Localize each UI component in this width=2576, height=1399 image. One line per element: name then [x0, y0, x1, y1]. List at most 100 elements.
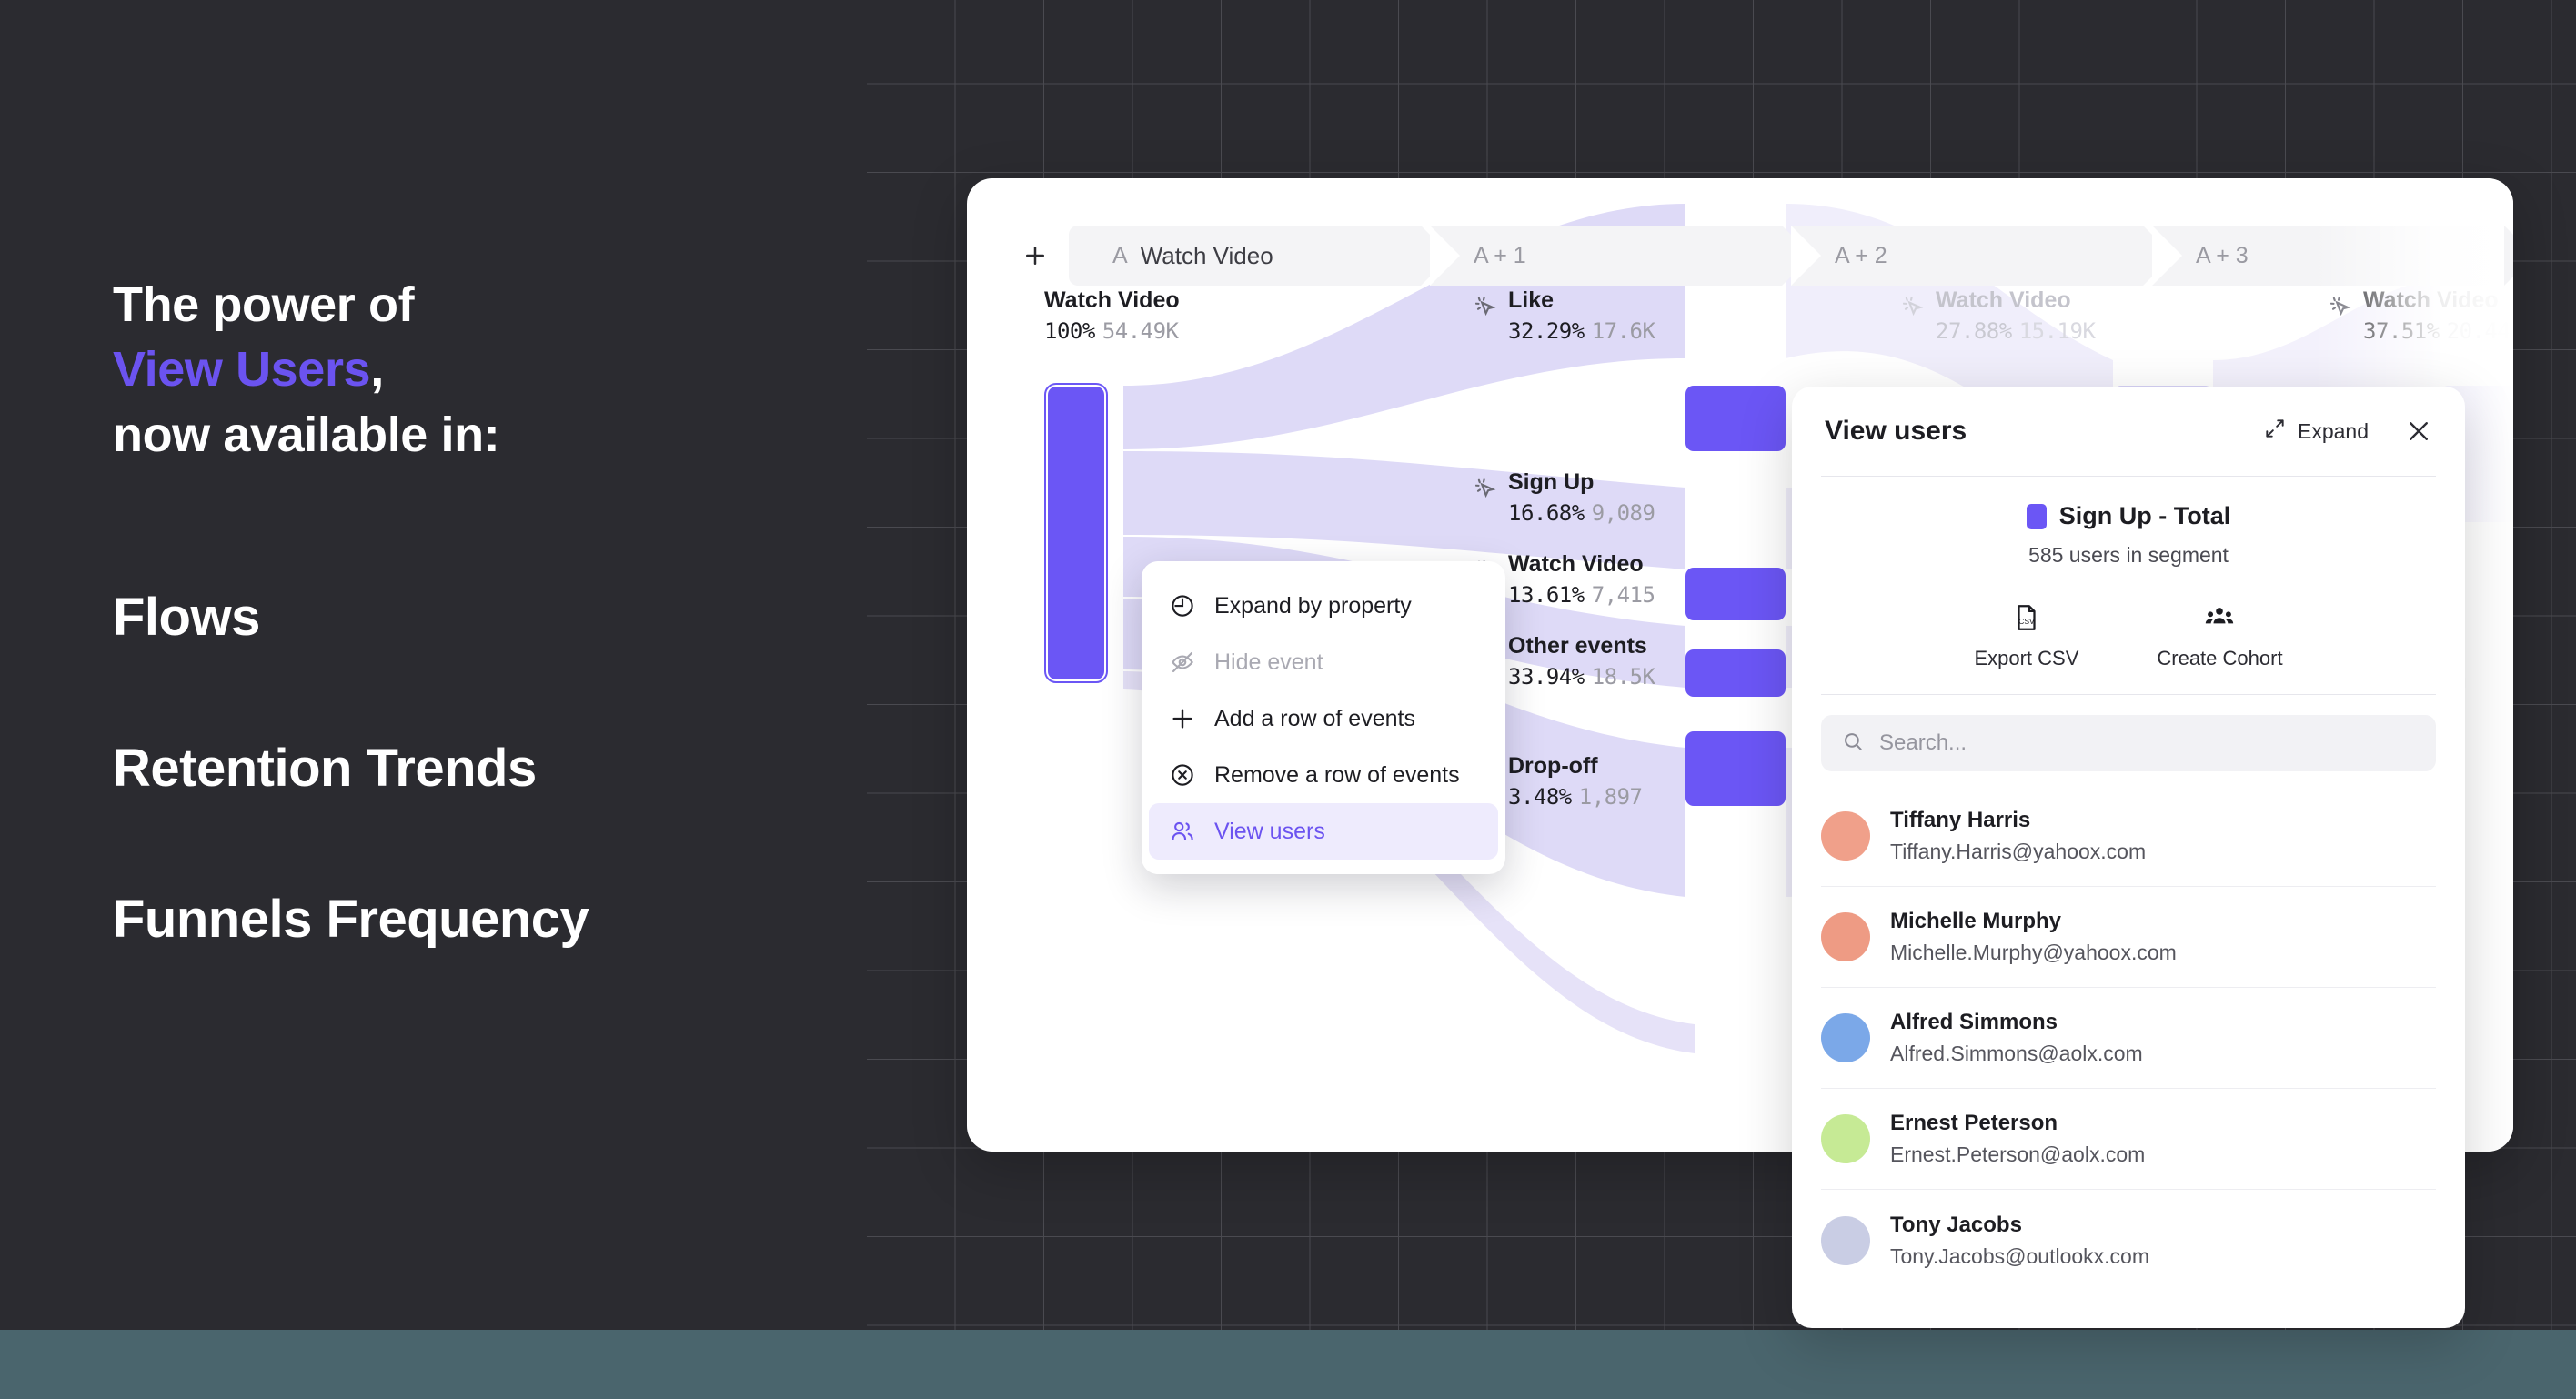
expand-arrows-icon: [2263, 417, 2287, 446]
step-2-prefix: A + 2: [1835, 242, 1887, 268]
list-item[interactable]: Tony Jacobs Tony.Jacobs@outlookx.com: [1821, 1190, 2436, 1291]
menu-item-view-users[interactable]: View users: [1149, 803, 1498, 860]
node-bar-other-events[interactable]: [1685, 731, 1786, 806]
user-email: Tiffany.Harris@yahoox.com: [1890, 840, 2147, 863]
list-item[interactable]: Ernest Peterson Ernest.Peterson@aolx.com: [1821, 1089, 2436, 1190]
feature-list: Flows Retention Trends Funnels Frequency: [113, 591, 589, 946]
step-chip-3[interactable]: A + 3: [2152, 226, 2513, 286]
menu-item-label: Remove a row of events: [1214, 761, 1460, 788]
user-email: Alfred.Simmons@aolx.com: [1890, 1042, 2143, 1065]
avatar: [1821, 1114, 1870, 1163]
circle-x-icon: [1169, 761, 1196, 789]
segment-name: Sign Up - Total: [2058, 502, 2231, 529]
hero-copy: The power of View Users, now available i…: [113, 273, 804, 468]
menu-item-label: Expand by property: [1214, 592, 1412, 619]
node-name: Like: [1508, 287, 1555, 313]
step-0-prefix: A: [1112, 242, 1128, 268]
node-name: Drop-off: [1508, 753, 1598, 779]
funnel-column-0: Watch Video 100% 54.49K: [1044, 287, 1444, 344]
funnel-node-drop-off[interactable]: Drop-off 3.48% 1,897: [1472, 753, 1643, 810]
funnel-column-2: Watch Video 27.88% 15.19K: [1899, 287, 2299, 344]
menu-item-hide-event[interactable]: Hide event: [1149, 634, 1498, 690]
node-name: Watch Video: [2363, 287, 2499, 313]
list-item[interactable]: Michelle Murphy Michelle.Murphy@yahoox.c…: [1821, 887, 2436, 988]
hero-headline: The power of View Users, now available i…: [113, 273, 804, 468]
cursor-click-icon: [1472, 475, 1499, 502]
node-pct: 33.94%: [1508, 663, 1585, 689]
step-chip-0[interactable]: A Watch Video: [1069, 226, 1451, 286]
cursor-click-icon: [1472, 293, 1499, 320]
hero-line-3: now available in:: [113, 407, 500, 462]
step-3-prefix: A + 3: [2196, 242, 2249, 268]
step-chip-2[interactable]: A + 2: [1791, 226, 2173, 286]
close-icon[interactable]: [2405, 418, 2432, 445]
user-name: Ernest Peterson: [1890, 1111, 2058, 1135]
node-bar-watch-video-root[interactable]: [1048, 387, 1104, 679]
node-name: Other events: [1508, 633, 1647, 659]
list-item[interactable]: Alfred Simmons Alfred.Simmons@aolx.com: [1821, 988, 2436, 1089]
expand-button[interactable]: Expand: [2263, 417, 2369, 446]
funnel-node-sign-up[interactable]: Sign Up 16.68% 9,089: [1472, 469, 1655, 526]
plus-icon: [1169, 705, 1196, 732]
node-count: 7,415: [1591, 581, 1655, 608]
avatar: [1821, 1215, 1870, 1265]
eye-off-icon: [1169, 649, 1196, 676]
list-item[interactable]: Tiffany Harris Tiffany.Harris@yahoox.com: [1821, 786, 2436, 887]
menu-item-label: Add a row of events: [1214, 705, 1415, 731]
user-name: Michelle Murphy: [1890, 909, 2062, 933]
users-icon: [1169, 818, 1196, 845]
hero-line-1: The power of: [113, 277, 415, 332]
funnel-node-watch-video-root[interactable]: Watch Video 100% 54.49K: [1044, 287, 1444, 344]
hero-accent-text: View Users: [113, 342, 371, 398]
user-name: Alfred Simmons: [1890, 1010, 2058, 1034]
node-count: 15.19K: [2018, 317, 2096, 344]
search-input[interactable]: Search...: [1821, 715, 2436, 771]
menu-item-label: View users: [1214, 818, 1325, 844]
menu-item-add-row-of-events[interactable]: Add a row of events: [1149, 690, 1498, 747]
menu-item-remove-row-of-events[interactable]: Remove a row of events: [1149, 747, 1498, 803]
node-pct: 37.51%: [2363, 317, 2440, 344]
menu-item-label: Hide event: [1214, 649, 1323, 675]
node-name: Watch Video: [1044, 287, 1180, 313]
avatar: [1821, 811, 1870, 861]
funnel-node-like[interactable]: Like 32.29% 17.6K: [1472, 287, 1655, 344]
cursor-click-icon: [1899, 293, 1927, 320]
node-count: 20.44K: [2446, 317, 2513, 344]
panel-title: View users: [1825, 416, 1967, 446]
avatar: [1821, 912, 1870, 961]
step-chip-1[interactable]: A + 1: [1430, 226, 1812, 286]
funnel-node-watch-video-3[interactable]: Watch Video 27.88% 15.19K: [1899, 287, 2299, 344]
node-name: Watch Video: [1936, 287, 2071, 313]
step-1-prefix: A + 1: [1474, 242, 1526, 268]
node-pct: 100%: [1044, 317, 1095, 344]
avatar: [1821, 1013, 1870, 1062]
segment-color-swatch: [2026, 503, 2047, 529]
create-cohort-label: Create Cohort: [2157, 647, 2283, 669]
node-bar-like[interactable]: [1685, 386, 1786, 451]
search-placeholder: Search...: [1879, 730, 1967, 755]
expand-label: Expand: [2297, 418, 2369, 443]
node-count: 18.5K: [1591, 663, 1655, 689]
funnel-node-other-events[interactable]: Other events 33.94% 18.5K: [1472, 633, 1655, 689]
menu-item-expand-by-property[interactable]: Expand by property: [1149, 578, 1498, 634]
search-icon: [1841, 730, 1865, 758]
feature-retention-trends: Retention Trends: [113, 739, 537, 798]
node-bar-sign-up[interactable]: [1685, 568, 1786, 620]
view-users-header: View users Expand: [1792, 387, 2465, 476]
csv-file-icon: CSV: [2011, 602, 2042, 638]
context-menu: Expand by property Hide event Add a row …: [1142, 561, 1505, 874]
node-pct: 32.29%: [1508, 317, 1585, 344]
node-pct: 27.88%: [1936, 317, 2012, 344]
node-count: 1,897: [1578, 783, 1643, 810]
funnel-column-3: Watch Video 37.51%20.44K: [2327, 287, 2513, 344]
header-divider: [1821, 476, 2436, 477]
step-0-label: Watch Video: [1140, 241, 1273, 269]
add-step-button[interactable]: [1014, 235, 1056, 277]
user-name: Tony Jacobs: [1890, 1212, 2022, 1237]
node-bar-watch-video-2[interactable]: [1685, 649, 1786, 697]
create-cohort-button[interactable]: Create Cohort: [2157, 602, 2283, 670]
svg-text:CSV: CSV: [2018, 617, 2035, 626]
funnel-node-watch-video-4[interactable]: Watch Video 37.51%20.44K: [2327, 287, 2513, 344]
export-csv-button[interactable]: CSV Export CSV: [1974, 602, 2078, 670]
